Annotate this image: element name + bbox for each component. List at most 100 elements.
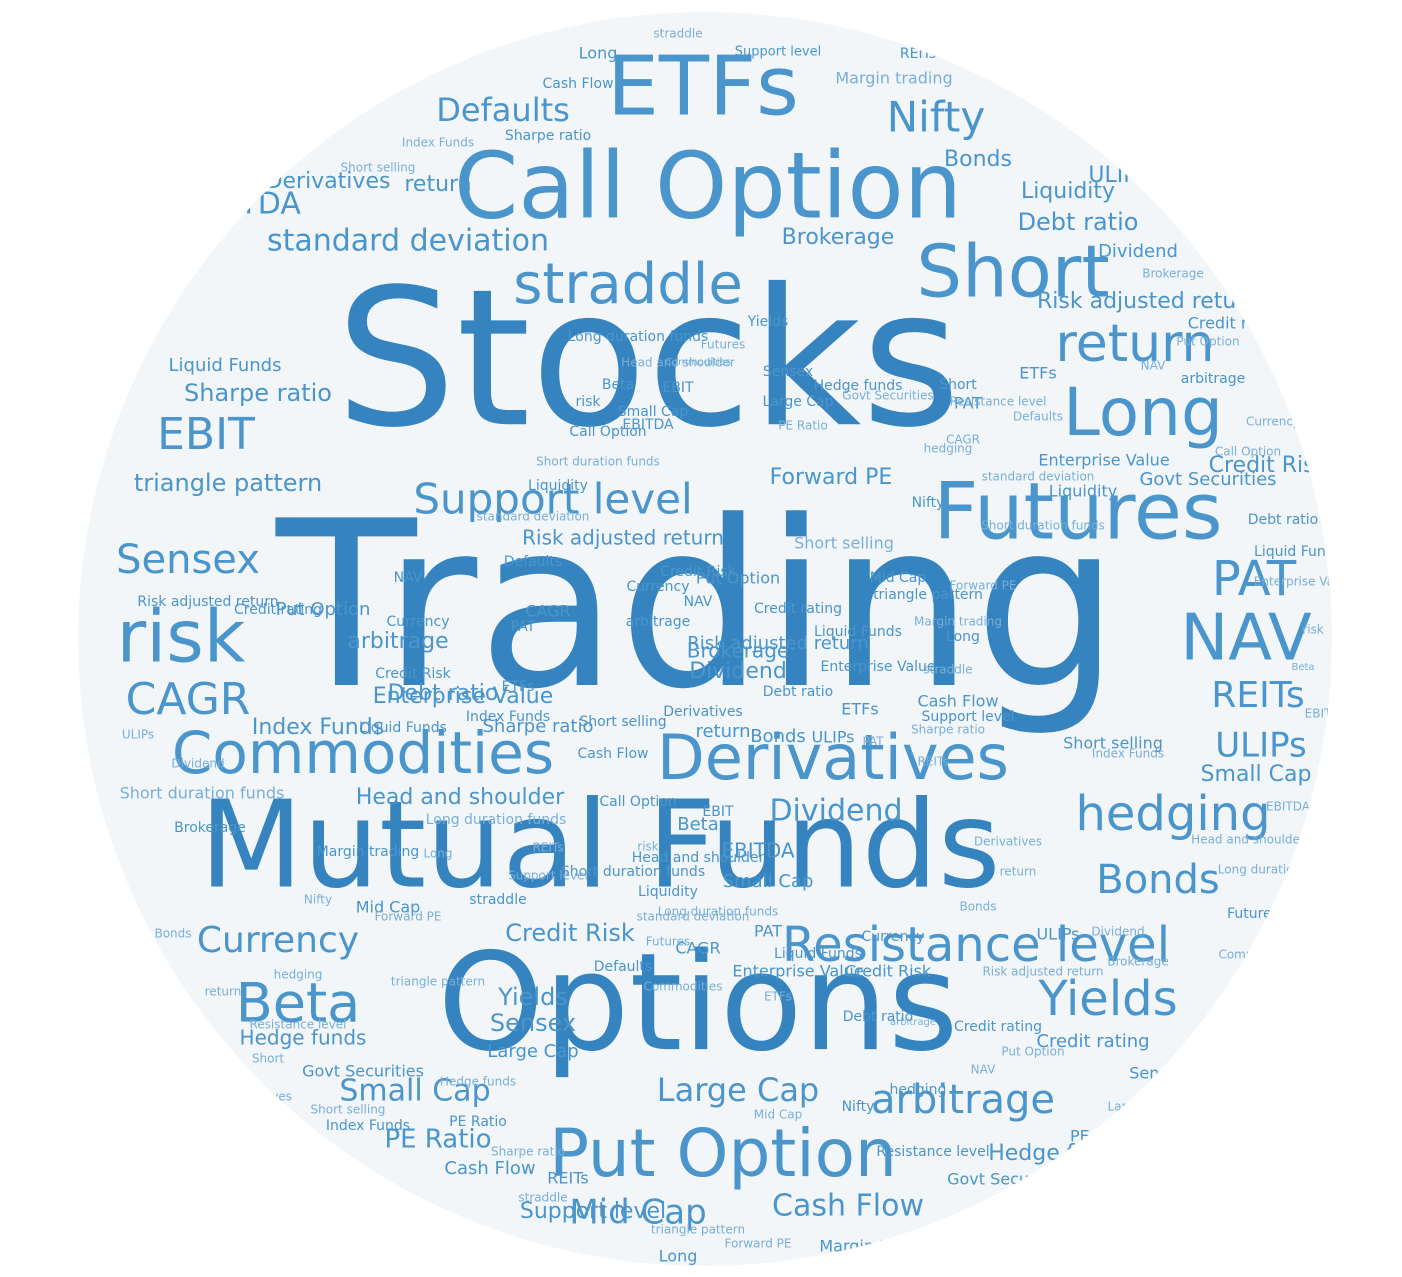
word-credit-risk: Credit Risk xyxy=(505,919,635,947)
word-yields-repeat-96: Yields xyxy=(747,314,789,330)
word-long-repeat-165: Long xyxy=(423,847,452,861)
word-cash-flow-repeat-114: Cash Flow xyxy=(917,692,998,711)
word-short-repeat-157: Short xyxy=(252,1052,284,1066)
word-put-option-repeat-16: Put Option xyxy=(1176,335,1239,349)
word-liquid-funds-repeat-187: Liquid Funds xyxy=(814,624,902,640)
word-short-repeat-47: Short xyxy=(1017,1193,1049,1207)
word-short-duration-funds-repeat-140: Short duration funds xyxy=(561,864,705,880)
word-arbitrage-repeat-73: arbitrage xyxy=(347,629,448,654)
word-enterprise-value-repeat-188: Enterprise Value xyxy=(821,659,936,675)
word-put-option: Put Option xyxy=(549,1115,897,1192)
word-reits-repeat-168: REITs xyxy=(532,841,563,855)
word-support-level-repeat-167: Support level xyxy=(508,869,588,883)
word-reits-repeat-58: REITs xyxy=(547,1169,588,1188)
word-return-repeat-9: return xyxy=(404,172,471,197)
word-hedge-funds-repeat-45: Hedge funds xyxy=(988,1141,1128,1166)
word-nifty-repeat-105: Nifty xyxy=(912,495,945,511)
word-straddle-repeat-111: straddle xyxy=(923,663,972,677)
word-derivatives-repeat-118: Derivatives xyxy=(974,835,1042,849)
word-margin-trading-repeat-109: Margin trading xyxy=(914,615,1002,629)
word-large-cap-repeat-98: Large Cap xyxy=(762,394,833,410)
word-nav-repeat-72: NAV xyxy=(394,570,423,586)
word-sensex-repeat-97: Sensex xyxy=(763,364,813,380)
word-short-duration-funds-repeat-30: Short duration funds xyxy=(981,519,1105,533)
word-cagr-repeat-81: CAGR xyxy=(525,602,570,621)
word-hedging-repeat-49: hedging xyxy=(890,1082,947,1098)
cloud-background xyxy=(78,12,1332,1266)
word-sensex-repeat-42: Sensex xyxy=(1129,1064,1187,1083)
word-index-funds-repeat-6: Index Funds xyxy=(402,136,474,150)
word-short-selling: Short selling xyxy=(794,534,894,553)
word-debt-ratio-repeat-131: Debt ratio xyxy=(843,1009,914,1025)
word-derivatives-repeat-63: Derivatives xyxy=(224,1090,292,1104)
word-arbitrage-repeat-128: arbitrage xyxy=(890,1017,936,1028)
word-nav-repeat-17: NAV xyxy=(1141,359,1166,373)
word-debt-ratio-repeat-186: Debt ratio xyxy=(763,684,834,700)
word-credit-rating-repeat-70: Credit rating xyxy=(234,602,322,618)
word-small-cap-repeat-145: Small Cap xyxy=(723,871,814,892)
word-head-and-shoulder-repeat-92: Head and shoulder xyxy=(621,356,735,370)
word-short-duration-funds-repeat-85: Short duration funds xyxy=(536,455,660,469)
word-short-selling-repeat-7: Short selling xyxy=(341,161,416,175)
word-stocks: Stocks xyxy=(336,248,961,469)
word-debt-ratio-repeat-21: Debt ratio xyxy=(1248,512,1319,528)
word-risk-adjusted-return-repeat-179: Risk adjusted return xyxy=(687,633,869,654)
word-risk-repeat-32: risk xyxy=(1302,623,1324,637)
word-hedge-funds-repeat-100: Hedge funds xyxy=(814,378,903,394)
word-reits-repeat-3: REITs xyxy=(900,46,936,62)
word-yields: Yields xyxy=(1037,971,1177,1027)
word-sharpe-ratio-repeat-115: Sharpe ratio xyxy=(911,723,985,737)
word-govt-securities-repeat-156: Govt Securities xyxy=(302,1062,424,1081)
word-ebit-repeat-89: EBIT xyxy=(662,380,694,396)
word-arbitrage-repeat-183: arbitrage xyxy=(626,614,690,630)
word-ulips-repeat-121: ULIPs xyxy=(1036,925,1079,944)
word-index-funds: Index Funds xyxy=(252,715,384,740)
word-straddle-repeat-166: straddle xyxy=(469,892,526,908)
word-futures-repeat-94: Futures xyxy=(701,338,745,352)
word-debt-ratio: Debt ratio xyxy=(1018,208,1139,236)
word-standard-deviation: standard deviation xyxy=(267,224,549,259)
word-forward-pe-repeat-163: Forward PE xyxy=(375,910,442,924)
word-support-level: Support level xyxy=(413,475,692,524)
word-long-repeat-110: Long xyxy=(946,629,980,645)
word-hedging: hedging xyxy=(1075,786,1270,842)
word-index-funds-repeat-61: Index Funds xyxy=(326,1118,410,1134)
word-forward-pe-repeat-108: Forward PE xyxy=(950,579,1017,593)
word-defaults-repeat-82: Defaults xyxy=(504,554,562,570)
word-long-duration-funds-repeat-148: Long duration funds xyxy=(658,905,778,919)
word-ulips: ULIPs xyxy=(1215,726,1306,766)
word-nav-repeat-127: NAV xyxy=(971,1063,996,1077)
word-risk-adjusted-return-repeat-14: Risk adjusted return xyxy=(1037,289,1259,314)
word-hedge-funds: Hedge funds xyxy=(240,1026,367,1050)
word-triangle-pattern-repeat-162: triangle pattern xyxy=(391,975,485,989)
word-mid-cap: Mid Cap xyxy=(569,1193,706,1233)
word-long-repeat-55: Long xyxy=(659,1247,698,1266)
word-nifty-repeat-50: Nifty xyxy=(842,1099,875,1115)
word-short-duration-funds: Short duration funds xyxy=(120,784,285,803)
word-put-option-repeat-181: Put Option xyxy=(696,569,780,588)
word-bonds-repeat-175: Bonds xyxy=(750,726,806,747)
word-mutual-funds: Mutual Funds xyxy=(200,777,1001,916)
word-large-cap: Large Cap xyxy=(657,1071,819,1109)
word-head-and-shoulder-repeat-37: Head and shoulder xyxy=(1191,833,1305,847)
word-commodities-repeat-40: Commodities xyxy=(1218,948,1297,962)
word-reits: REITs xyxy=(1211,675,1304,716)
word-call-option: Call Option xyxy=(454,132,962,239)
word-reits-repeat-113: REITs xyxy=(917,755,948,769)
word-debt-ratio-repeat-76: Debt ratio xyxy=(388,681,499,706)
word-etfs: ETFs xyxy=(607,39,799,134)
word-forward-pe-repeat-53: Forward PE xyxy=(725,1237,792,1251)
word-liquidity-repeat-139: Liquidity xyxy=(638,884,698,900)
word-risk: risk xyxy=(117,595,246,679)
word-dividend-repeat-67: Dividend xyxy=(171,757,224,771)
word-ebitda-repeat-91: EBITDA xyxy=(622,417,674,433)
word-straddle-repeat-56: straddle xyxy=(518,1191,567,1205)
word-govt-securities-repeat-101: Govt Securities xyxy=(842,389,933,403)
word-futures-repeat-149: Futures xyxy=(646,935,690,949)
word-small-cap: Small Cap xyxy=(339,1074,490,1109)
word-put-option-repeat-71: Put Option xyxy=(276,599,371,620)
word-credit-rating-repeat-125: Credit rating xyxy=(954,1019,1042,1035)
word-credit-risk-repeat-130: Credit Risk xyxy=(845,962,932,981)
word-dividend-repeat-122: Dividend xyxy=(1091,925,1144,939)
word-large-cap-repeat-153: Large Cap xyxy=(487,1041,578,1062)
